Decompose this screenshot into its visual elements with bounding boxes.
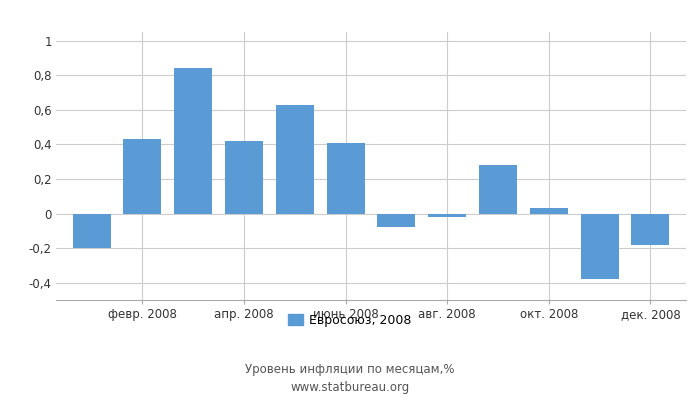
Bar [377,214,416,227]
Bar [428,214,466,217]
Bar [73,214,111,248]
Text: Уровень инфляции по месяцам,%: Уровень инфляции по месяцам,% [245,364,455,376]
Legend: Евросоюз, 2008: Евросоюз, 2008 [284,309,416,332]
Bar [479,165,517,214]
Bar [276,105,314,214]
Bar [580,214,619,279]
Bar [631,214,669,245]
Bar [326,143,365,214]
Bar [174,68,212,214]
Bar [225,141,263,214]
Bar [530,208,568,214]
Bar [123,139,162,214]
Text: www.statbureau.org: www.statbureau.org [290,382,410,394]
